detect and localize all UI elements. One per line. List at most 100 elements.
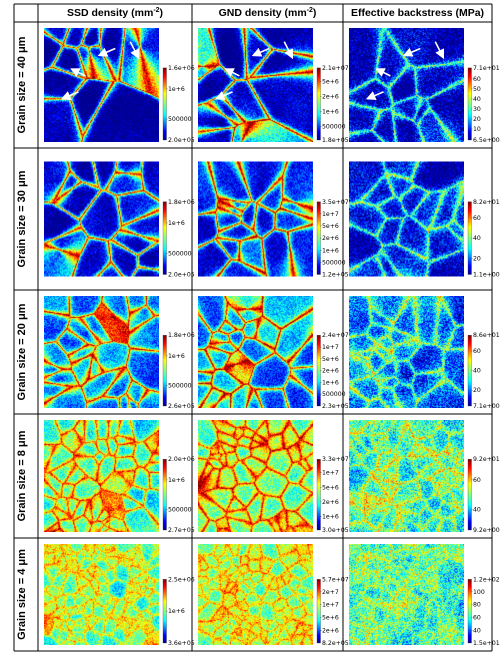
- colorbar-tick-label: 5e+6: [322, 78, 339, 85]
- colorbar: [162, 201, 167, 275]
- colorbar: [316, 67, 321, 141]
- annotation-arrow: [434, 41, 445, 60]
- annotation-arrow: [251, 47, 270, 57]
- colorbar-tick-label: 60: [473, 348, 481, 355]
- colorbar-min-label: 2.3e+05: [322, 403, 349, 410]
- colorbar-min-label: 7.1e+00: [473, 403, 500, 410]
- colorbar: [467, 335, 472, 407]
- colorbar-tick-label: 1e+6: [168, 608, 185, 615]
- colorbar-tick-label: 20: [473, 255, 481, 262]
- colorbar-tick-label: 20: [473, 116, 481, 123]
- colorbar-tick-label: 5e+6: [322, 484, 339, 491]
- colorbar-min-label: 6.5e+00: [473, 137, 500, 144]
- annotation-arrow: [224, 68, 240, 77]
- colorbar: [316, 459, 321, 531]
- colorbar: [316, 579, 321, 644]
- colorbar-tick-label: 1e+6: [168, 353, 185, 360]
- colorbar-min-label: 1.2e+05: [322, 272, 349, 279]
- colorbar-tick-label: 2e+7: [322, 589, 339, 596]
- colorbar-max-label: 7.1e+01: [473, 65, 500, 72]
- annotation-arrow: [60, 91, 79, 100]
- row-label-2: Grain size = 30 μm: [16, 170, 28, 267]
- field-map-r5-c1: [44, 544, 159, 645]
- annotation-arrow: [365, 91, 384, 100]
- colorbar: [162, 335, 167, 407]
- colorbar-min-label: 3.0e+05: [322, 527, 349, 534]
- colorbar-tick-label: 2e+6: [322, 368, 339, 375]
- column-header-1: SSD density (mm-2): [67, 7, 163, 19]
- annotation-arrow: [283, 41, 294, 60]
- colorbar-max-label: 3.3e+07: [322, 456, 349, 463]
- colorbar-tick-label: 1e+6: [322, 247, 339, 254]
- row-label-5: Grain size = 4 μm: [16, 549, 28, 640]
- colorbar-tick-label: 10: [473, 126, 481, 133]
- colorbar-tick-label: 80: [473, 602, 481, 609]
- field-map-r3-c3: [349, 296, 464, 408]
- colorbar: [316, 335, 321, 407]
- colorbar-tick-label: 40: [473, 628, 481, 635]
- colorbar-min-label: 2.7e+05: [168, 527, 195, 534]
- colorbar: [467, 67, 472, 141]
- colorbar-tick-label: 1e+7: [322, 211, 339, 218]
- field-map-r2-c1: [44, 161, 159, 277]
- colorbar-max-label: 8.2e+01: [473, 199, 500, 206]
- column-header-text: SSD density (mm: [67, 7, 153, 19]
- field-map-r2-c3: [349, 161, 464, 277]
- colorbar-tick-label: 60: [473, 215, 481, 222]
- colorbar-tick-label: 1e+6: [322, 108, 339, 115]
- colorbar-tick-label: 500000: [322, 391, 346, 398]
- annotation-arrow: [129, 41, 140, 60]
- colorbar-max-label: 9.2e+01: [473, 456, 500, 463]
- colorbar-max-label: 1.8e+06: [168, 199, 195, 206]
- colorbar-min-label: 1.5e+01: [473, 640, 500, 647]
- colorbar-max-label: 1.8e+06: [168, 332, 195, 339]
- colorbar-tick-label: 1e+6: [168, 86, 185, 93]
- colorbar-tick-label: 2e+6: [322, 93, 339, 100]
- colorbar-tick-label: 2e+6: [322, 499, 339, 506]
- column-header-2: GND density (mm-2): [219, 7, 317, 19]
- colorbar-min-label: 1.1e+00: [473, 272, 500, 279]
- colorbar-max-label: 1.6e+06: [168, 65, 195, 72]
- colorbar-tick-label: 60: [473, 615, 481, 622]
- column-header-suffix: ): [313, 7, 317, 19]
- colorbar-max-label: 2.5e+06: [168, 576, 195, 583]
- field-map-r5-c2: [198, 544, 313, 645]
- field-map-r4-c3: [349, 420, 464, 532]
- colorbar-tick-label: 500000: [322, 259, 346, 266]
- colorbar-tick-label: 500000: [168, 506, 192, 513]
- colorbar-min-label: 2.6e+05: [168, 403, 195, 410]
- field-map-r1-c3: [349, 28, 464, 142]
- annotation-arrow: [402, 47, 421, 57]
- colorbar-tick-label: 1e+6: [322, 379, 339, 386]
- column-header-text: Effective backstress (MPa): [351, 7, 484, 19]
- colorbar-tick-label: 100: [473, 589, 485, 596]
- column-header-superscript: -2: [153, 7, 159, 14]
- colorbar-tick-label: 40: [473, 96, 481, 103]
- colorbar-tick-label: 5e+6: [322, 615, 339, 622]
- colorbar: [316, 201, 321, 275]
- colorbar-tick-label: 60: [473, 76, 481, 83]
- field-map-r2-c2: [198, 161, 313, 277]
- colorbar-tick-label: 1e+6: [322, 514, 339, 521]
- colorbar-tick-label: 1e+7: [322, 470, 339, 477]
- colorbar-max-label: 2.1e+07: [322, 65, 349, 72]
- column-header-text: GND density (mm: [219, 7, 307, 19]
- colorbar-tick-label: 500000: [322, 123, 346, 130]
- colorbar-tick-label: 60: [473, 477, 481, 484]
- colorbar-tick-label: 20: [473, 387, 481, 394]
- row-label-3: Grain size = 20 μm: [16, 303, 28, 400]
- colorbar-tick-label: 500000: [168, 250, 192, 257]
- colorbar: [162, 579, 167, 644]
- colorbar-tick-label: 500000: [168, 116, 192, 123]
- colorbar: [162, 67, 167, 141]
- colorbar-tick-label: 50: [473, 86, 481, 93]
- colorbar-tick-label: 40: [473, 368, 481, 375]
- colorbar-tick-label: 2e+6: [322, 235, 339, 242]
- field-map-r1-c2: [198, 28, 313, 142]
- field-map-r4-c1: [44, 420, 159, 532]
- colorbar-max-label: 5.7e+07: [322, 576, 349, 583]
- colorbar-tick-label: 5e+6: [322, 223, 339, 230]
- colorbar-max-label: 3.5e+07: [322, 199, 349, 206]
- colorbar: [162, 459, 167, 531]
